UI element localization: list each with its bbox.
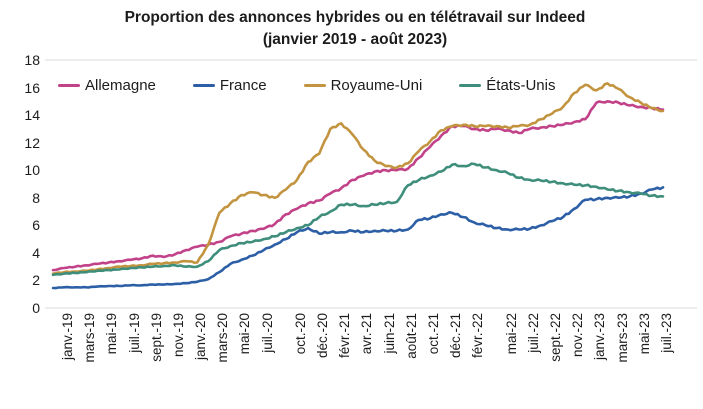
y-axis-label: 0 <box>32 300 40 316</box>
x-axis-label: juil.-19 <box>126 313 142 353</box>
x-axis-label: janv.-23 <box>592 313 608 361</box>
series-line-tats-unis <box>51 162 665 277</box>
x-axis-label: avr.-21 <box>359 313 375 355</box>
x-axis-label: déc.-21 <box>448 313 464 359</box>
x-axis-label: nov.-19 <box>170 313 186 358</box>
x-axis-label: janv.-20 <box>193 313 209 361</box>
series-line-france <box>51 186 665 290</box>
x-axis-label: déc.-20 <box>315 313 331 359</box>
legend-line-icon <box>459 83 482 88</box>
chart-title: Proportion des annonces hybrides ou en t… <box>124 9 586 26</box>
y-axis-label: 4 <box>32 244 40 261</box>
x-axis-label: janv.-19 <box>60 313 75 361</box>
y-axis-label: 6 <box>32 217 40 234</box>
x-axis-label: mai-20 <box>237 313 253 355</box>
x-axis-label: févr.-22 <box>470 313 486 359</box>
x-axis-label: mai-23 <box>636 313 652 355</box>
x-axis-label: mars-23 <box>614 313 630 363</box>
x-axis-label: mai-22 <box>503 313 519 355</box>
legend-label: Allemagne <box>85 77 156 94</box>
y-axis-label: 16 <box>24 79 40 96</box>
legend-item-royaume-uni: Royaume-Uni <box>303 77 423 94</box>
legend-label: Royaume-Uni <box>330 77 423 94</box>
legend-label: États-Unis <box>486 77 556 94</box>
legend-line-icon <box>192 83 215 88</box>
legend-item-allemagne: Allemagne <box>58 77 156 94</box>
y-axis-label: 12 <box>24 134 40 151</box>
y-axis-label: 18 <box>24 52 40 68</box>
legend-item-tats-unis: États-Unis <box>459 77 555 94</box>
x-axis-label: juin-21 <box>381 313 397 354</box>
x-axis-label: juil.-20 <box>259 313 275 353</box>
y-axis-label: 8 <box>32 189 40 206</box>
x-axis-label: mars-19 <box>82 313 98 363</box>
x-axis-label: mai-19 <box>104 313 120 355</box>
series-line-allemagne <box>51 100 665 272</box>
chart-subtitle: (janvier 2019 - août 2023) <box>262 31 448 48</box>
legend-line-icon <box>58 83 80 88</box>
x-axis-label: sept.-19 <box>148 313 164 362</box>
x-axis-label: oct.-20 <box>292 313 308 355</box>
x-axis-label: juil.-22 <box>525 313 541 353</box>
x-axis-label: oct.-21 <box>425 313 441 355</box>
legend-line-icon <box>303 83 326 88</box>
x-axis-label: mars-20 <box>215 313 231 363</box>
series-line-royaume-uni <box>51 82 665 275</box>
y-axis-label: 14 <box>24 107 40 124</box>
legend-label: France <box>219 77 267 94</box>
x-axis-label: nov.-22 <box>570 313 586 358</box>
legend: Allemagne France Royaume-Uni États-Unis <box>58 77 555 94</box>
y-axis-label: 10 <box>24 162 40 179</box>
legend-item-france: France <box>192 77 267 94</box>
y-axis-label: 2 <box>32 272 40 289</box>
x-axis-label: juil.-23 <box>658 313 674 353</box>
x-axis-label: août-21 <box>403 313 419 359</box>
x-axis-label: sept.-22 <box>547 313 563 362</box>
x-axis-label: févr.-21 <box>337 313 353 359</box>
chart-title-block: Proportion des annonces hybrides ou en t… <box>30 7 680 50</box>
